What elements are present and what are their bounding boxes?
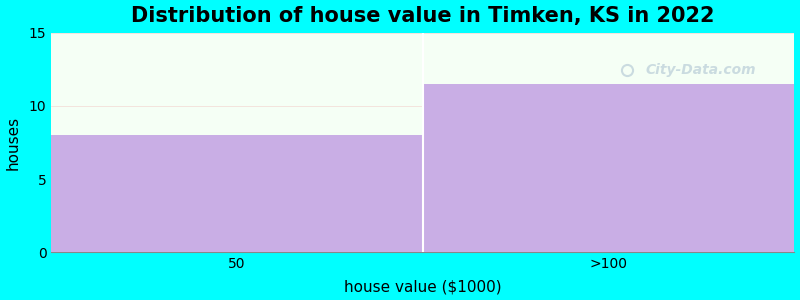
X-axis label: house value ($1000): house value ($1000) — [344, 279, 502, 294]
Bar — [51, 135, 423, 252]
Bar — [423, 84, 794, 252]
Text: City-Data.com: City-Data.com — [646, 63, 757, 77]
Title: Distribution of house value in Timken, KS in 2022: Distribution of house value in Timken, K… — [131, 6, 714, 26]
Y-axis label: houses: houses — [6, 116, 21, 169]
